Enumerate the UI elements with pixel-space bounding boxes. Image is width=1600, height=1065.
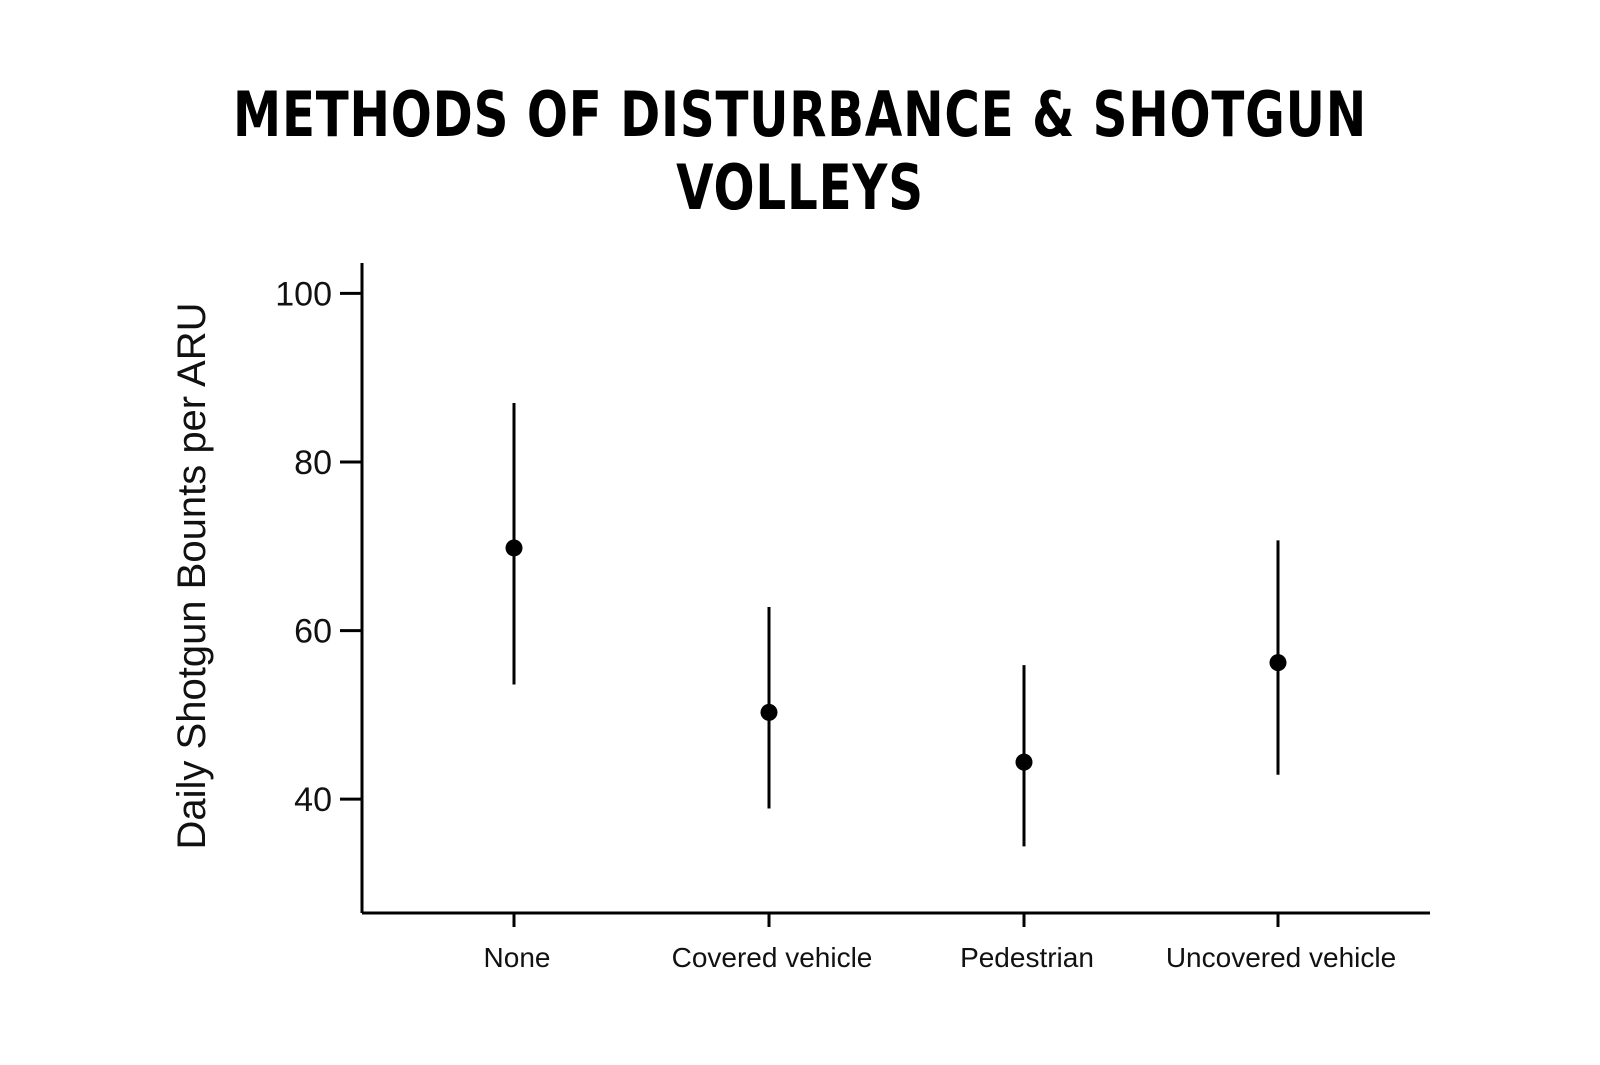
y-tick-label: 40 <box>294 781 332 819</box>
y-axis-label: Daily Shotgun Bounts per ARU <box>170 303 214 850</box>
x-tick-label: None <box>484 942 551 973</box>
y-tick-label: 60 <box>294 613 332 651</box>
data-point <box>505 539 523 557</box>
data-point <box>1015 753 1033 771</box>
chart-title: METHODS OF DISTURBANCE & SHOTGUN VOLLEYS <box>233 78 1367 224</box>
x-tick-label: Uncovered vehicle <box>1166 942 1396 973</box>
y-tick-label: 100 <box>275 275 332 313</box>
data-point <box>760 703 778 721</box>
x-tick-label: Covered vehicle <box>672 942 873 973</box>
data-point <box>1269 654 1287 672</box>
y-tick-label: 80 <box>294 444 332 482</box>
x-tick-label: Pedestrian <box>960 942 1094 973</box>
